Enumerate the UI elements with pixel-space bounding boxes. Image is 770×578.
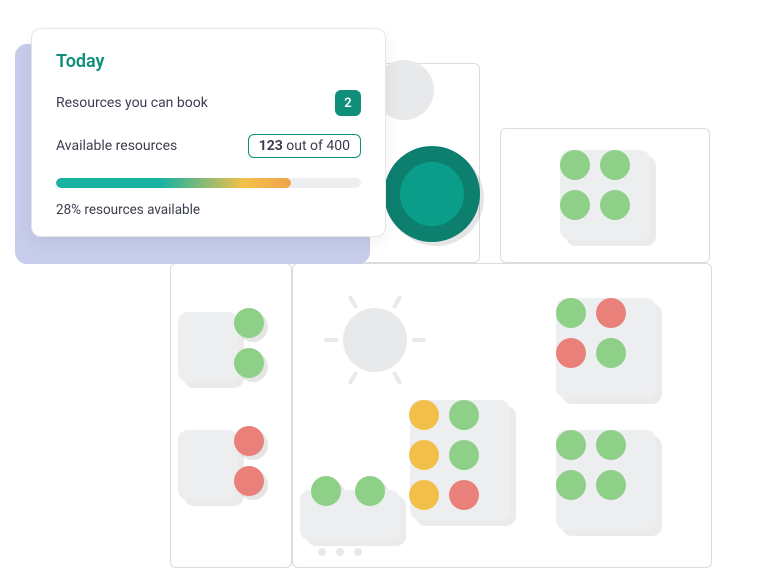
available-label: Available resources xyxy=(56,138,177,154)
available-total: 400 xyxy=(326,138,350,154)
available-joiner: out of xyxy=(286,138,323,154)
table-tick xyxy=(412,338,426,342)
round-table xyxy=(354,548,362,556)
seat-yellow[interactable] xyxy=(409,440,439,470)
availability-bar-fill xyxy=(56,178,291,188)
desk xyxy=(178,430,238,500)
round-table xyxy=(343,308,407,372)
seat-red[interactable] xyxy=(596,298,626,328)
available-value: 123 xyxy=(259,138,283,154)
available-row: Available resources 123 out of 400 xyxy=(56,134,361,158)
seat-red[interactable] xyxy=(234,426,264,456)
seat-green[interactable] xyxy=(560,190,590,220)
seat-green[interactable] xyxy=(449,400,479,430)
seat-green[interactable] xyxy=(560,150,590,180)
seat-yellow[interactable] xyxy=(409,480,439,510)
round-table xyxy=(318,548,326,556)
seat-green[interactable] xyxy=(600,190,630,220)
availability-pct-text: 28% resources available xyxy=(56,202,361,218)
available-pill: 123 out of 400 xyxy=(248,134,361,158)
seat-green[interactable] xyxy=(234,348,264,378)
bookable-count-badge: 2 xyxy=(335,90,361,116)
seat-green[interactable] xyxy=(596,338,626,368)
room xyxy=(170,263,292,568)
desk xyxy=(178,312,238,382)
seat-green[interactable] xyxy=(556,430,586,460)
seat-red[interactable] xyxy=(449,480,479,510)
seat-red[interactable] xyxy=(556,338,586,368)
seat-green[interactable] xyxy=(596,430,626,460)
seat-green[interactable] xyxy=(556,298,586,328)
seat-yellow[interactable] xyxy=(409,400,439,430)
seat-green[interactable] xyxy=(449,440,479,470)
seat-red[interactable] xyxy=(234,466,264,496)
bookable-label: Resources you can book xyxy=(56,95,208,111)
seat-green[interactable] xyxy=(600,150,630,180)
seat-green[interactable] xyxy=(311,476,341,506)
table-tick xyxy=(324,338,338,342)
teal-disc-inner xyxy=(400,162,464,226)
seat-green[interactable] xyxy=(556,470,586,500)
bookable-row: Resources you can book 2 xyxy=(56,90,361,116)
seat-green[interactable] xyxy=(234,308,264,338)
availability-bar-track xyxy=(56,178,361,188)
round-table xyxy=(336,548,344,556)
card-title: Today xyxy=(56,51,361,72)
seat-green[interactable] xyxy=(596,470,626,500)
availability-card: Today Resources you can book 2 Available… xyxy=(31,28,386,237)
seat-green[interactable] xyxy=(355,476,385,506)
floor-plan: Today Resources you can book 2 Available… xyxy=(0,0,770,578)
